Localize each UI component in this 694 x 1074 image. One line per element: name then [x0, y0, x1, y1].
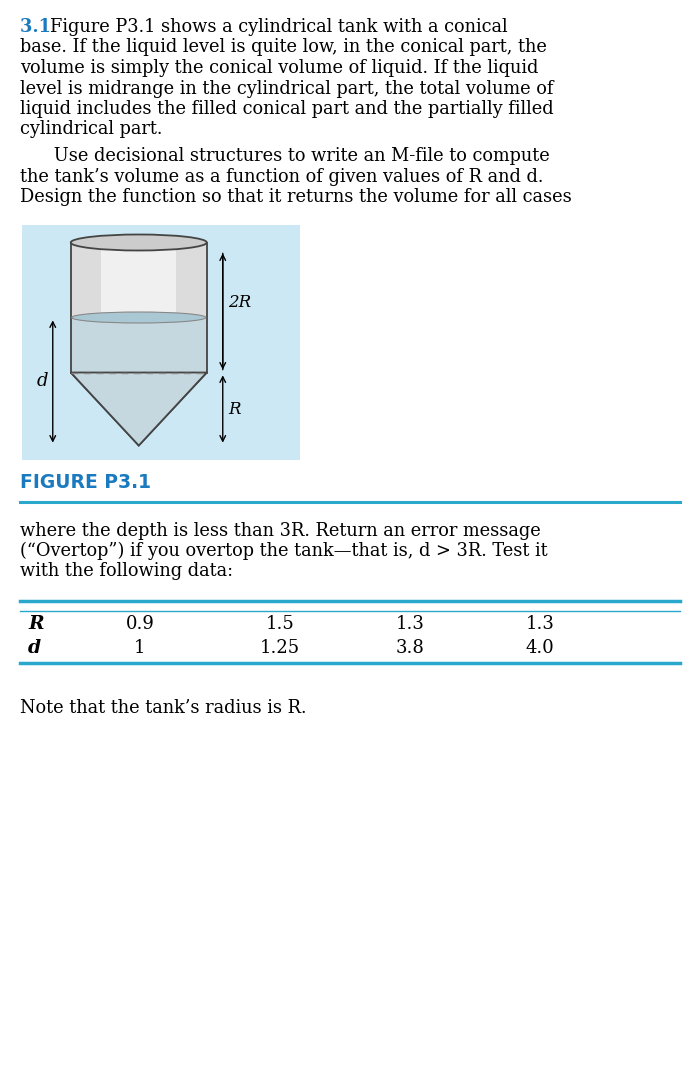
- Text: with the following data:: with the following data:: [20, 563, 233, 581]
- Text: Figure P3.1 shows a cylindrical tank with a conical: Figure P3.1 shows a cylindrical tank wit…: [50, 18, 507, 37]
- Text: Note that the tank’s radius is R.: Note that the tank’s radius is R.: [20, 699, 307, 717]
- Text: 1.3: 1.3: [396, 615, 425, 633]
- Text: 3.1: 3.1: [20, 18, 57, 37]
- Text: R: R: [28, 615, 44, 633]
- Text: cylindrical part.: cylindrical part.: [20, 120, 162, 139]
- Ellipse shape: [71, 234, 207, 250]
- Text: 1.3: 1.3: [525, 615, 555, 633]
- Text: liquid includes the filled conical part and the partially filled: liquid includes the filled conical part …: [20, 100, 554, 118]
- Text: 1.5: 1.5: [266, 615, 294, 633]
- Text: Use decisional structures to write an M-file to compute: Use decisional structures to write an M-…: [20, 147, 550, 165]
- Text: volume is simply the conical volume of liquid. If the liquid: volume is simply the conical volume of l…: [20, 59, 539, 77]
- Bar: [71, 243, 207, 373]
- Text: 2R: 2R: [228, 294, 251, 311]
- Text: d: d: [28, 639, 41, 657]
- Text: the tank’s volume as a function of given values of R and d.: the tank’s volume as a function of given…: [20, 168, 543, 186]
- Bar: [101, 243, 176, 373]
- Text: 3.8: 3.8: [396, 639, 425, 657]
- Bar: [71, 318, 205, 373]
- Text: 4.0: 4.0: [525, 639, 555, 657]
- Ellipse shape: [71, 313, 205, 323]
- Polygon shape: [71, 373, 207, 446]
- Text: R: R: [228, 401, 240, 418]
- Text: where the depth is less than 3R. Return an error message: where the depth is less than 3R. Return …: [20, 522, 541, 539]
- Text: Design the function so that it returns the volume for all cases: Design the function so that it returns t…: [20, 188, 572, 206]
- Text: d: d: [37, 373, 49, 391]
- Text: FIGURE P3.1: FIGURE P3.1: [20, 474, 151, 493]
- Bar: [22, 224, 300, 460]
- Text: 1.25: 1.25: [260, 639, 300, 657]
- Text: 1: 1: [134, 639, 146, 657]
- Polygon shape: [71, 373, 205, 446]
- Text: base. If the liquid level is quite low, in the conical part, the: base. If the liquid level is quite low, …: [20, 39, 547, 57]
- Text: (“Overtop”) if you overtop the tank—that is, d > 3R. Test it: (“Overtop”) if you overtop the tank—that…: [20, 542, 548, 561]
- Text: 0.9: 0.9: [126, 615, 155, 633]
- Text: level is midrange in the cylindrical part, the total volume of: level is midrange in the cylindrical par…: [20, 79, 554, 98]
